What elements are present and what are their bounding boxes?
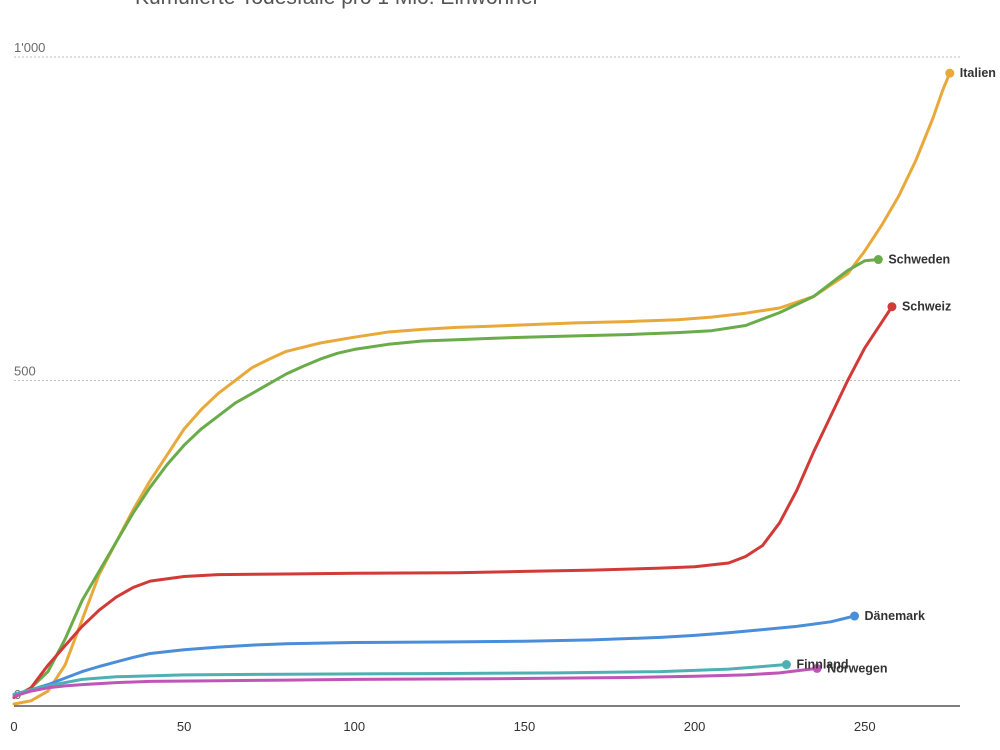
y-tick-label: 500 [14, 364, 36, 379]
series-end-point-schweden [873, 255, 883, 265]
x-tick-label: 50 [177, 719, 191, 734]
x-tick-label: 200 [684, 719, 706, 734]
series-label-finnland: Finnland [796, 658, 848, 672]
x-tick-label: 100 [343, 719, 365, 734]
series-layer [12, 68, 955, 706]
series-end-point-norwegen [812, 663, 822, 673]
series-end-point-italien [945, 68, 955, 78]
series-line-norwegen [12, 666, 819, 698]
series-label-norwegen: Norwegen [827, 661, 887, 675]
series-end-point-schweiz [887, 302, 897, 312]
series-line-finnland [12, 663, 788, 696]
series-line-schweden [12, 258, 880, 699]
series-line-italien [12, 71, 952, 706]
series-label-schweden: Schweden [888, 253, 950, 267]
grid-layer [14, 56, 960, 381]
series-end-point-finnland [781, 660, 791, 670]
y-tick-label: 1'000 [14, 40, 45, 55]
chart-title: Kumulierte Todesfälle pro 1 Mio. Einwohn… [135, 0, 540, 10]
x-tick-label: 150 [514, 719, 536, 734]
series-line-danemark [12, 614, 856, 696]
series-line-schweiz [12, 305, 894, 699]
x-tick-label: 0 [10, 719, 17, 734]
series-end-point-danemark [850, 611, 860, 621]
series-label-schweiz: Schweiz [902, 300, 951, 314]
series-label-italien: Italien [960, 66, 996, 80]
series-labels: Italien Schweden Schweiz Dänemark FinnlandNo… [796, 66, 995, 675]
x-tick-labels: 0 50 100 150 200 250 [10, 719, 875, 734]
series-label-danemark: Dänemark [865, 609, 925, 623]
x-tick-label: 250 [854, 719, 876, 734]
